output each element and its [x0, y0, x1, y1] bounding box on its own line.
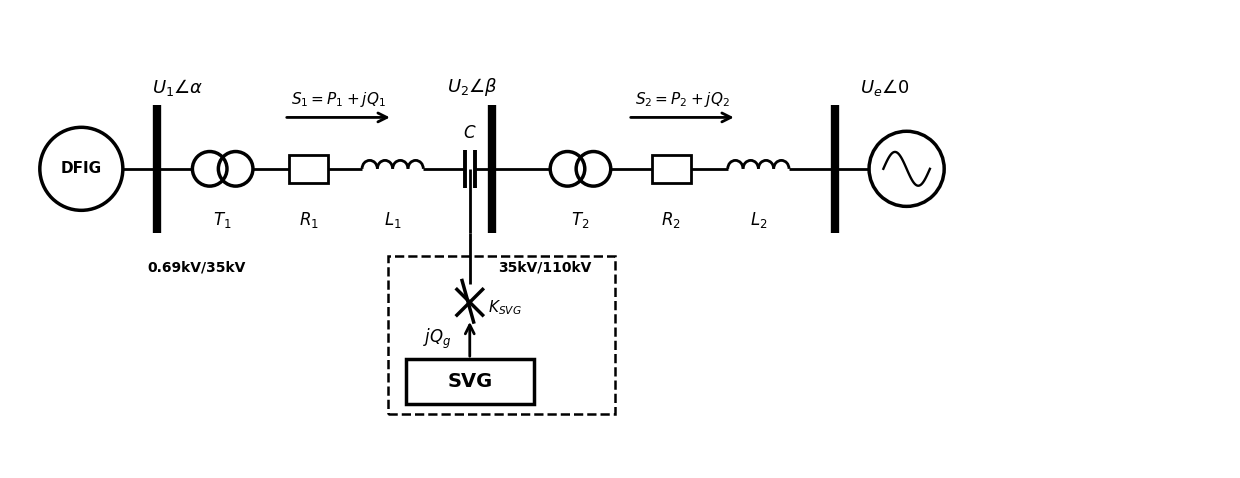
Text: SVG: SVG: [448, 372, 492, 391]
Text: $T_2$: $T_2$: [572, 210, 590, 230]
Text: $S_2=P_2+jQ_2$: $S_2=P_2+jQ_2$: [635, 89, 729, 109]
Text: $K_{SVG}$: $K_{SVG}$: [487, 298, 521, 316]
Text: $T_1$: $T_1$: [213, 210, 232, 230]
Text: $R_1$: $R_1$: [299, 210, 319, 230]
Text: $jQ_g$: $jQ_g$: [423, 327, 451, 351]
Bar: [388, 256, 615, 414]
Bar: [405, 359, 534, 403]
Text: $R_2$: $R_2$: [661, 210, 681, 230]
Text: $U_2\angle\beta$: $U_2\angle\beta$: [448, 76, 497, 98]
Text: $U_e\angle 0$: $U_e\angle 0$: [861, 76, 910, 98]
Text: 0.69kV/35kV: 0.69kV/35kV: [148, 261, 246, 275]
Bar: [652, 155, 691, 183]
Text: DFIG: DFIG: [61, 162, 102, 176]
Text: $C$: $C$: [463, 125, 476, 142]
Text: $L_1$: $L_1$: [384, 210, 402, 230]
Text: $U_1\angle\alpha$: $U_1\angle\alpha$: [153, 76, 203, 98]
Text: $L_2$: $L_2$: [750, 210, 768, 230]
Text: $S_1=P_1+jQ_1$: $S_1=P_1+jQ_1$: [291, 89, 386, 109]
Bar: [289, 155, 329, 183]
Text: 35kV/110kV: 35kV/110kV: [498, 261, 591, 275]
